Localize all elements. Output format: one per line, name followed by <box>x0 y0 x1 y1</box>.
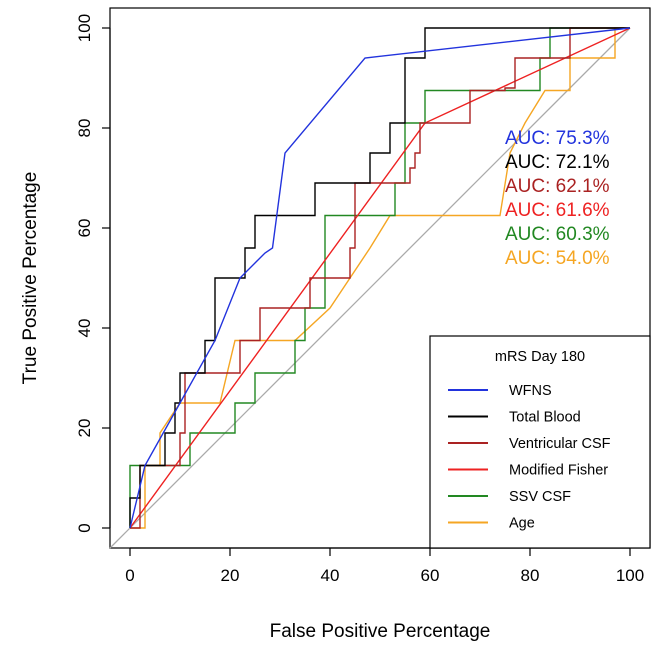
y-tick-label: 40 <box>75 319 94 338</box>
auc-labels: AUC: 75.3% AUC: 72.1% AUC: 62.1% AUC: 61.6%… <box>505 128 610 269</box>
roc-line-age <box>130 27 630 529</box>
legend-label: WFNS <box>509 383 552 399</box>
auc-label: AUC: 61.6% <box>505 200 610 221</box>
x-tick-label: 40 <box>321 566 340 585</box>
legend-label: Total Blood <box>509 410 581 426</box>
legend-label: SSV CSF <box>509 489 571 505</box>
legend: mRS Day 180 WFNS Total Blood Ventricular C… <box>429 335 651 549</box>
axes: 0 20 40 60 80 100 0 20 40 60 80 100 <box>75 14 644 585</box>
x-tick-label: 0 <box>125 566 134 585</box>
y-axis-title: True Positive Percentage <box>20 172 41 385</box>
auc-label: AUC: 62.1% <box>505 176 610 197</box>
legend-label: Ventricular CSF <box>509 436 611 452</box>
x-axis-title: False Positive Percentage <box>270 621 491 642</box>
auc-label: AUC: 54.0% <box>505 248 610 269</box>
plot-area <box>109 27 631 549</box>
y-tick-label: 100 <box>75 14 94 42</box>
auc-label: AUC: 72.1% <box>505 152 610 173</box>
auc-label: AUC: 60.3% <box>505 224 610 245</box>
y-tick-label: 0 <box>75 523 94 532</box>
roc-line-wfns <box>129 27 631 529</box>
x-tick-label: 100 <box>616 566 644 585</box>
x-tick-label: 60 <box>421 566 440 585</box>
y-tick-label: 20 <box>75 419 94 438</box>
legend-title: mRS Day 180 <box>495 349 585 365</box>
legend-label: Modified Fisher <box>509 463 608 479</box>
legend-label: Age <box>509 516 535 532</box>
roc-line-total-blood <box>129 27 630 528</box>
y-tick-label: 60 <box>75 219 94 238</box>
reference-diagonal-line <box>109 27 631 549</box>
x-tick-label: 80 <box>521 566 540 585</box>
x-tick-label: 20 <box>221 566 240 585</box>
auc-label: AUC: 75.3% <box>505 128 610 149</box>
y-tick-label: 80 <box>75 119 94 138</box>
